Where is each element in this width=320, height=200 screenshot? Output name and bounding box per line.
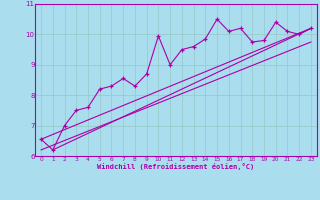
X-axis label: Windchill (Refroidissement éolien,°C): Windchill (Refroidissement éolien,°C) [97, 163, 255, 170]
